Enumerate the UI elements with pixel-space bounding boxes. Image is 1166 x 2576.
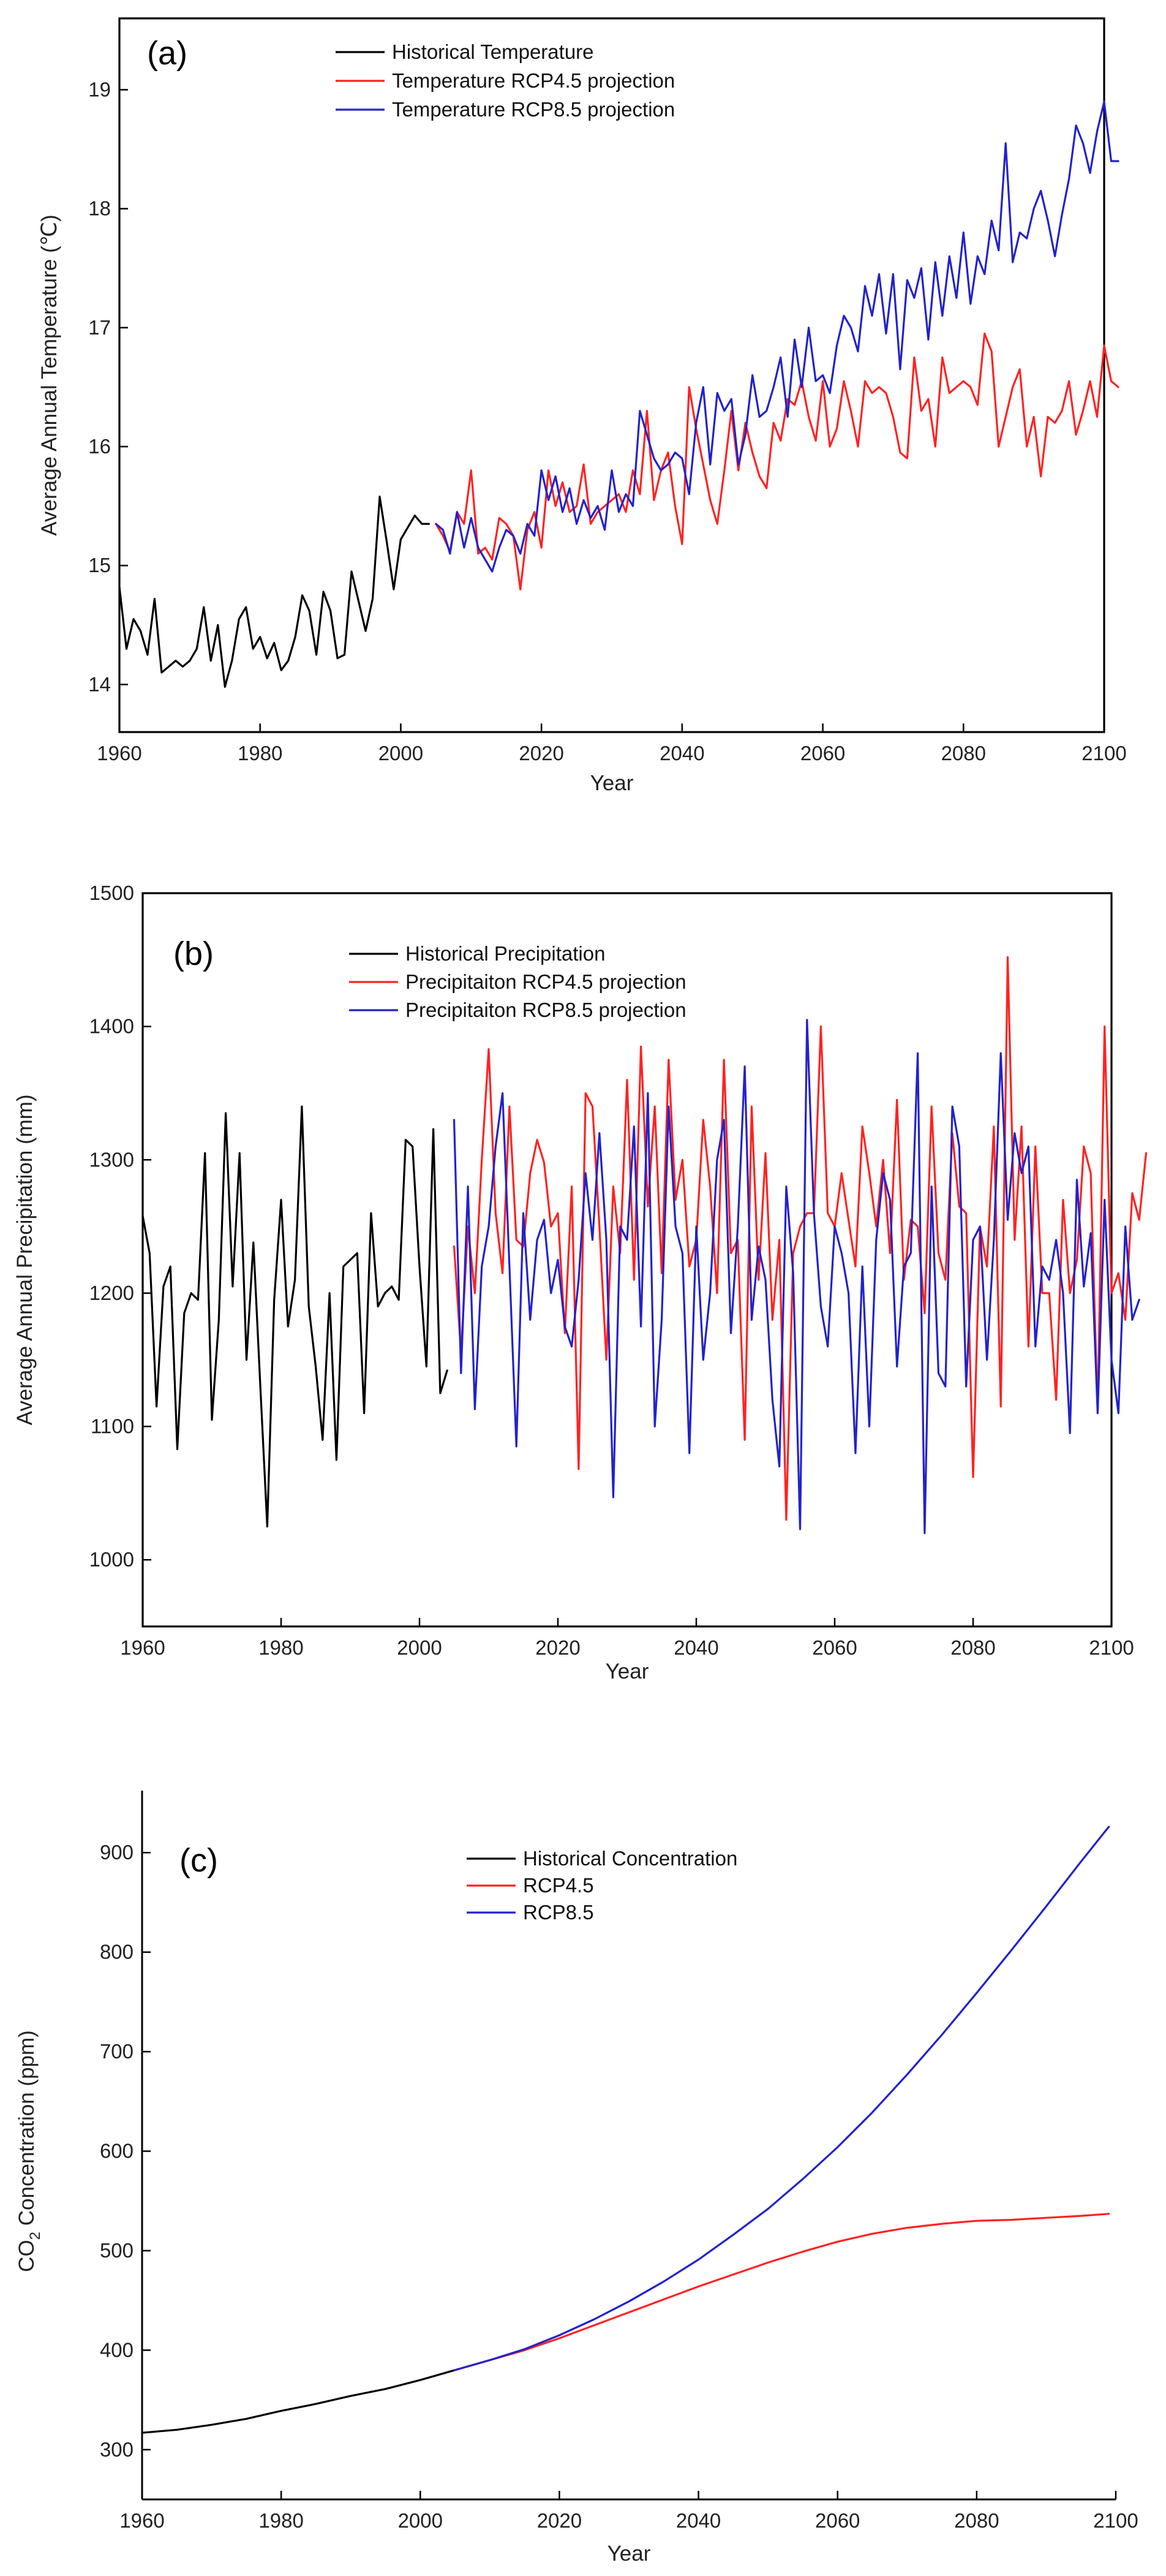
- x-tick-label: 2040: [674, 1636, 718, 1659]
- series-line-0: [141, 1105, 448, 1528]
- y-tick-label: 15: [88, 554, 111, 576]
- x-tick-label: 1960: [120, 1636, 165, 1659]
- y-tick-label: 1200: [89, 1282, 134, 1304]
- series-line-0: [141, 2369, 456, 2434]
- panel-label: (a): [147, 35, 187, 72]
- y-tick-label: 1400: [89, 1015, 134, 1038]
- series-line-2: [454, 1826, 1110, 2371]
- series-line-0: [118, 495, 431, 688]
- x-tick-label: 2000: [398, 2509, 443, 2532]
- panel-label: (b): [173, 935, 214, 972]
- x-tick-label: 2020: [537, 2509, 582, 2532]
- y-tick-label: 1100: [91, 1415, 134, 1438]
- x-tick-label: 2080: [950, 1636, 995, 1659]
- x-tick-label: 2080: [941, 742, 986, 765]
- y-tick-label: 1000: [89, 1548, 134, 1571]
- series-line-1: [453, 956, 1148, 1521]
- y-tick-label: 800: [100, 1941, 134, 1963]
- x-tick-label: 2020: [535, 1636, 580, 1659]
- x-tick-label: 2040: [660, 742, 704, 765]
- y-tick-label: 17: [88, 316, 111, 339]
- x-tick-label: 1980: [258, 2509, 303, 2532]
- x-tick-label: 2060: [815, 2509, 860, 2532]
- y-tick-label: 16: [88, 435, 111, 458]
- x-tick-label: 2060: [812, 1636, 857, 1659]
- legend-label-0: Historical Concentration: [523, 1847, 737, 1870]
- legend-label-2: RCP8.5: [523, 1901, 594, 1924]
- y-axis-title: Average Annual Temperature (℃): [37, 214, 61, 535]
- legend-label-1: Temperature RCP4.5 projection: [392, 69, 675, 92]
- co2-concentration-chart: 1960 1980 2000 2020 2040 2060 2080 2100 300 400 50…: [15, 1791, 1138, 2566]
- legend-label-0: Historical Precipitation: [405, 942, 605, 965]
- legend-label-2: Temperature RCP8.5 projection: [392, 98, 675, 121]
- x-tick-label: 1960: [119, 2509, 164, 2532]
- series-line-2: [435, 100, 1119, 573]
- x-tick-label: 2060: [800, 742, 845, 765]
- y-tick-label: 500: [100, 2239, 134, 2262]
- y-tick-label: 1300: [89, 1148, 134, 1171]
- series-line-2: [453, 1019, 1140, 1535]
- y-tick-label: 400: [100, 2338, 134, 2361]
- y-tick-label: 19: [88, 78, 111, 101]
- x-tick-label: 2100: [1081, 742, 1126, 765]
- x-tick-label: 2040: [676, 2509, 721, 2532]
- precipitation-chart: 1960 1980 2000 2020 2040 2060 2080 2100 1000 1100…: [13, 882, 1148, 1683]
- x-tick-label: 1980: [258, 1636, 303, 1659]
- temperature-chart: 1960 1980 2000 2020 2040 2060 2080 2100 14 15 16 17…: [37, 17, 1127, 795]
- legend-label-1: RCP4.5: [523, 1874, 594, 1897]
- y-tick-label: 600: [100, 2140, 134, 2162]
- y-tick-label: 14: [88, 673, 111, 695]
- x-tick-label: 2000: [397, 1636, 442, 1659]
- x-tick-label: 1960: [97, 742, 141, 765]
- panel-label: (c): [179, 1842, 218, 1879]
- x-tick-label: 2100: [1089, 1636, 1134, 1659]
- legend-label-1: Precipitaiton RCP4.5 projection: [405, 970, 686, 993]
- x-tick-label: 2000: [378, 742, 423, 765]
- y-axis-title: Average Annual Precipitation (mm): [13, 1094, 37, 1425]
- x-axis-title: Year: [607, 2542, 651, 2566]
- series-line-1: [435, 332, 1119, 591]
- x-axis-title: Year: [606, 1660, 649, 1683]
- plot-frame: [118, 17, 1105, 733]
- x-tick-label: 2080: [954, 2509, 999, 2532]
- legend-label-2: Precipitaiton RCP8.5 projection: [405, 999, 686, 1021]
- x-tick-label: 1980: [238, 742, 282, 765]
- x-axis-title: Year: [590, 771, 634, 795]
- y-tick-label: 700: [100, 2040, 134, 2063]
- y-tick-label: 300: [100, 2438, 134, 2461]
- series-line-1: [454, 2213, 1110, 2371]
- y-tick-label: 18: [88, 197, 111, 220]
- x-tick-label: 2020: [519, 742, 563, 765]
- y-axis-title: CO2 Concentration (ppm): [15, 2030, 43, 2272]
- y-tick-label: 900: [100, 1841, 134, 1864]
- legend-label-0: Historical Temperature: [392, 40, 594, 63]
- x-tick-label: 2100: [1093, 2509, 1138, 2532]
- y-tick-label: 1500: [89, 882, 134, 904]
